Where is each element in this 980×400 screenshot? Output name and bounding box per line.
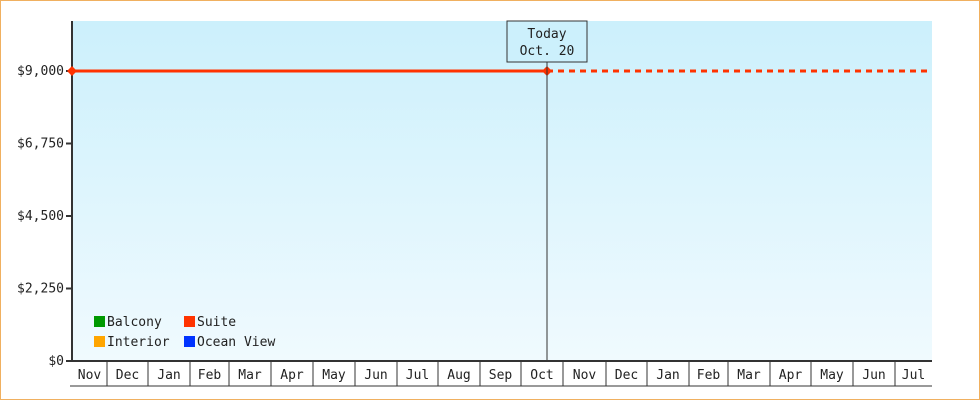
x-tick-label: Dec — [615, 368, 638, 383]
x-tick-label: Jun — [364, 368, 387, 383]
x-tick-label: Jan — [656, 368, 679, 383]
x-tick-label: Feb — [198, 368, 222, 383]
y-tick-label: $2,250 — [17, 282, 64, 297]
legend-swatch — [184, 316, 195, 327]
x-tick-label: Mar — [238, 368, 262, 383]
y-tick-label: $4,500 — [17, 209, 64, 224]
x-tick-label: Jun — [862, 368, 885, 383]
x-tick-label: Apr — [280, 368, 304, 383]
x-tick-label: Sep — [489, 368, 513, 383]
x-tick-label: Jul — [406, 368, 429, 383]
x-tick-label: Oct — [530, 368, 553, 383]
y-tick-label: $0 — [48, 354, 64, 369]
x-tick-label: Dec — [116, 368, 139, 383]
legend-swatch — [184, 336, 195, 347]
x-tick-label: Jan — [157, 368, 180, 383]
plot-area — [72, 21, 932, 361]
legend-swatch — [94, 316, 105, 327]
x-tick-label: Nov — [78, 368, 102, 383]
legend-label[interactable]: Ocean View — [197, 335, 275, 350]
x-tick-label: Nov — [573, 368, 597, 383]
y-tick-label: $9,000 — [17, 64, 64, 79]
today-label: Today — [527, 27, 566, 42]
today-label-box — [506, 20, 588, 63]
x-tick-label: Jul — [902, 368, 925, 383]
x-tick-label: Mar — [737, 368, 761, 383]
x-tick-label: May — [820, 368, 844, 383]
today-date: Oct. 20 — [520, 44, 575, 59]
legend-label[interactable]: Balcony — [107, 315, 162, 330]
legend-label[interactable]: Interior — [107, 335, 170, 350]
legend-swatch — [94, 336, 105, 347]
legend-label[interactable]: Suite — [197, 315, 236, 330]
x-tick-label: Apr — [779, 368, 803, 383]
x-tick-label: May — [322, 368, 346, 383]
x-tick-label: Aug — [447, 368, 470, 383]
suite-point[interactable] — [67, 66, 77, 77]
x-tick-label: Feb — [697, 368, 721, 383]
y-tick-label: $6,750 — [17, 137, 64, 152]
